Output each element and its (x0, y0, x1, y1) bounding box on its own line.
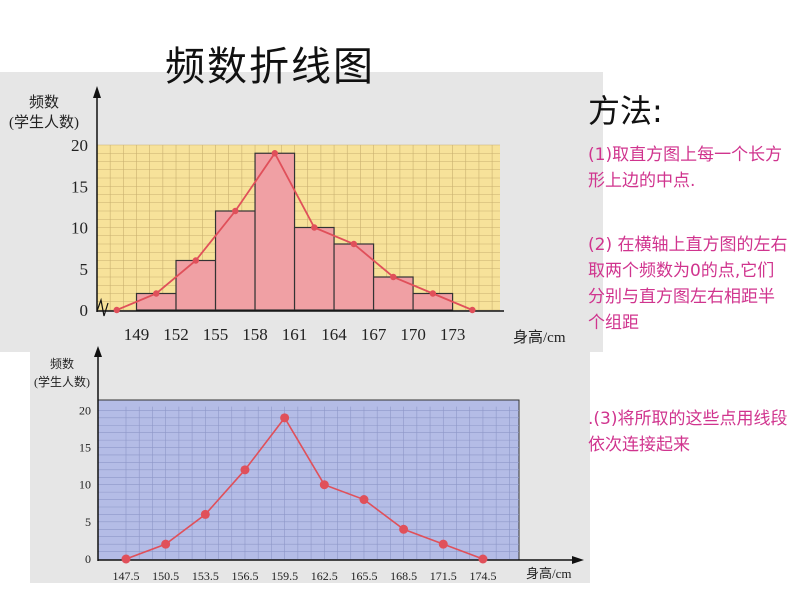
polygon-y-ticks: 0 5 10 15 20 (79, 403, 91, 566)
method-step-3: .(3)将所取的这些点用线段依次连接起来 (588, 409, 788, 455)
polygon-x-tick-label: 174.5 (469, 569, 496, 583)
hist-polygon-point (271, 150, 278, 157)
hist-bar (214, 210, 256, 311)
polygon-ylabel-line1: 频数 (50, 356, 74, 371)
hist-polygon-point (390, 273, 397, 281)
polygon-xlabel: 身高/cm (526, 566, 572, 581)
hist-frequency-polygon (113, 150, 476, 314)
polygon-x-tick-label: 153.5 (192, 569, 219, 583)
hist-x-tick-label: 170 (400, 325, 426, 344)
page-title: 频数折线图 (165, 44, 375, 90)
polygon-x-tick-label: 168.5 (390, 569, 417, 583)
hist-polygon-point (232, 207, 239, 215)
hist-x-tick-label: 164 (321, 325, 347, 344)
hist-polygon-point (311, 224, 318, 231)
hist-y-tick-label: 10 (71, 219, 88, 238)
polygon-point (319, 480, 329, 490)
hist-x-tick-label: 161 (282, 325, 308, 344)
hist-bar (333, 243, 375, 311)
polygon-point (359, 495, 369, 505)
polygon-x-tick-label: 171.5 (430, 569, 457, 583)
polygon-ylabel-line2: (学生人数) (34, 374, 90, 389)
hist-polygon-point (192, 257, 199, 264)
hist-y-ticks: 0 5 10 15 20 (71, 136, 88, 320)
polygon-point (478, 554, 488, 564)
polygon-point (438, 539, 448, 549)
polygon-y-tick-label: 15 (79, 441, 91, 455)
hist-x-ticks: 149 152 155 158 161 164 167 170 173 (124, 325, 466, 344)
hist-y-arrow (93, 86, 101, 98)
hist-bar (175, 259, 217, 311)
polygon-x-tick-label: 156.5 (231, 569, 258, 583)
polygon-series (121, 413, 488, 564)
polygon-plot-area (97, 399, 520, 561)
polygon-x-tick-label: 162.5 (311, 569, 338, 583)
hist-y-tick-label: 20 (71, 136, 88, 155)
hist-y-tick-label: 0 (80, 301, 89, 320)
polygon-point (399, 524, 409, 534)
hist-polygon-point (113, 306, 120, 314)
method-heading: 方法: (588, 92, 663, 130)
hist-x-tick-label: 149 (124, 325, 150, 344)
polygon-point (161, 539, 171, 549)
polygon-point (200, 509, 210, 519)
method-step-1: (1)取直方图上每一个长方形上边的中点. (588, 145, 783, 191)
hist-polygon-line (116, 151, 473, 311)
hist-polygon-point (350, 240, 358, 248)
hist-x-tick-label: 173 (440, 325, 466, 344)
hist-polygon-point (429, 290, 437, 297)
hist-axis-break (96, 297, 109, 317)
polygon-x-tick-label: 159.5 (271, 569, 298, 583)
polygon-point (121, 554, 131, 564)
hist-x-tick-label: 158 (242, 325, 268, 344)
hist-polygon-point (153, 290, 160, 297)
polygon-x-tick-label: 165.5 (350, 569, 377, 583)
hist-xlabel: 身高/cm (513, 329, 566, 346)
polygon-line (125, 416, 484, 560)
hist-x-tick-label: 155 (203, 325, 229, 344)
hist-x-tick-label: 152 (163, 325, 189, 344)
hist-bar (293, 226, 335, 311)
hist-y-tick-label: 5 (80, 260, 89, 279)
polygon-y-tick-label: 0 (85, 552, 91, 566)
polygon-point (280, 413, 290, 423)
polygon-y-tick-label: 20 (79, 403, 91, 417)
polygon-y-tick-label: 10 (79, 478, 91, 492)
hist-ylabel-line1: 频数 (29, 94, 59, 111)
polygon-x-arrow (572, 556, 584, 564)
hist-y-tick-label: 15 (71, 177, 88, 196)
polygon-x-ticks: 147.5 150.5 153.5 156.5 159.5 162.5 165.5 168.5… (113, 569, 497, 583)
polygon-y-arrow (94, 346, 102, 357)
hist-x-tick-label: 167 (361, 325, 387, 344)
polygon-x-tick-label: 150.5 (152, 569, 179, 583)
polygon-y-tick-label: 5 (85, 515, 91, 529)
hist-ylabel-line2: (学生人数) (9, 114, 79, 131)
polygon-x-tick-label: 147.5 (113, 569, 140, 583)
hist-polygon-point (469, 306, 476, 314)
polygon-point (240, 465, 250, 475)
method-step-2: (2) 在横轴上直方图的左右取两个频数为0的点,它们分别与直方图左右相距半个组距 (588, 235, 788, 333)
